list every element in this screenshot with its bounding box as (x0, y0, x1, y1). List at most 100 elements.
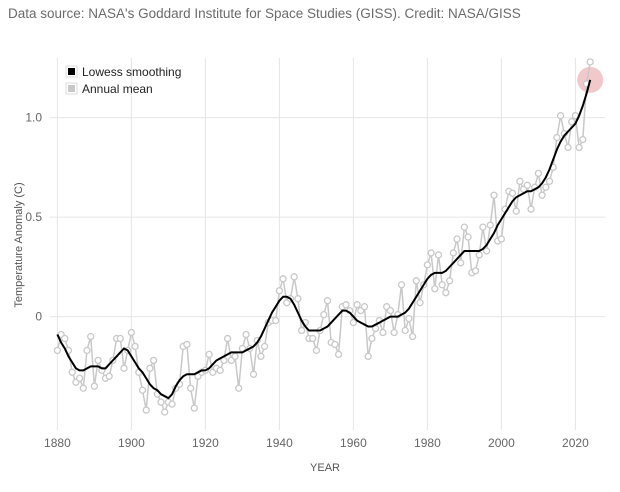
annual-mean-point (512, 207, 520, 215)
annual-mean-point (323, 297, 332, 305)
annual-mean-point (542, 183, 550, 191)
y-tick-label: 0.5 (25, 210, 42, 224)
annual-mean-point (490, 191, 498, 199)
annual-mean-point (87, 332, 95, 341)
annual-mean-series (53, 58, 594, 416)
x-axis-label: YEAR (310, 462, 340, 474)
annual-mean-point (453, 235, 461, 243)
annual-mean-point (138, 386, 147, 394)
x-tick-label: 2000 (488, 436, 515, 450)
annual-mean-point (568, 118, 576, 126)
x-tick-label: 1960 (340, 436, 367, 450)
annual-mean-point (53, 346, 62, 355)
annual-mean-point (161, 408, 169, 416)
x-tick-label: 2020 (562, 436, 589, 450)
annual-mean-point (223, 334, 232, 343)
annual-mean-point (353, 301, 361, 309)
annual-mean-point (397, 281, 406, 289)
data-source-credit: Data source: NASA's Goddard Institute fo… (8, 6, 521, 21)
annual-mean-point (131, 342, 139, 351)
annual-mean-point (390, 328, 398, 337)
annual-mean-point (556, 112, 565, 120)
annual-mean-point (486, 221, 494, 229)
annual-mean-point (186, 384, 195, 392)
annual-mean-point (471, 267, 480, 275)
annual-mean-point (260, 342, 269, 351)
annual-mean-point (579, 135, 587, 144)
annual-mean-point (553, 133, 561, 142)
y-axis-label: Temperature Anomaly (C) (13, 182, 25, 307)
annual-mean-point (479, 223, 487, 231)
annual-mean-point (464, 233, 472, 241)
annual-mean-point (83, 346, 91, 355)
annual-mean-point (168, 400, 176, 408)
annual-mean-point (275, 287, 284, 295)
annual-mean-point (401, 326, 409, 335)
annual-mean-point (586, 58, 594, 66)
annual-mean-point (105, 372, 113, 380)
annual-mean-point (216, 366, 224, 374)
annual-mean-point (120, 364, 128, 372)
annual-mean-point (386, 306, 395, 315)
annual-mean-point (434, 251, 443, 259)
annual-mean-point (235, 384, 243, 392)
lowess-series (56, 79, 592, 400)
annual-mean-point (523, 181, 531, 189)
annual-mean-point (142, 406, 150, 414)
annual-mean-point (575, 143, 583, 152)
annual-mean-point (482, 247, 491, 255)
x-tick-label: 1880 (44, 436, 71, 450)
legend-swatch-lowess (68, 68, 75, 75)
annual-mean-point (290, 273, 298, 281)
annual-mean-point (94, 356, 102, 365)
annual-mean-point (90, 382, 99, 390)
annual-mean-point (431, 285, 439, 293)
annual-mean-point (442, 289, 450, 297)
annual-mean-point (272, 316, 280, 325)
annual-mean-point (564, 143, 572, 152)
gridlines (50, 58, 605, 430)
annual-mean-point (79, 384, 87, 392)
annual-mean-point (508, 189, 517, 197)
lowess-line (56, 79, 592, 400)
legend[interactable]: Lowess smoothing Annual mean (65, 65, 181, 96)
annual-mean-point (205, 350, 213, 359)
annual-mean-point (279, 275, 287, 283)
annual-mean-point (349, 318, 358, 327)
annual-mean-point (61, 334, 69, 343)
x-axis-ticks: 1880 1900 1920 1940 1960 1980 2000 2020 (44, 436, 589, 450)
annual-mean-line (56, 61, 591, 415)
y-tick-label: 1.0 (25, 111, 42, 125)
annual-mean-point (242, 330, 250, 339)
annual-mean-point (257, 352, 265, 361)
x-tick-label: 1940 (266, 436, 293, 450)
annual-mean-point (342, 301, 350, 309)
annual-mean-point (364, 352, 372, 361)
y-axis-ticks: 0 0.5 1.0 (25, 111, 42, 324)
annual-mean-point (538, 191, 546, 199)
annual-mean-point (449, 249, 457, 257)
x-tick-label: 1900 (118, 436, 145, 450)
annual-mean-point (116, 334, 124, 343)
annual-mean-point (190, 404, 198, 412)
annual-mean-point (416, 299, 424, 307)
annual-mean-point (427, 249, 435, 257)
legend-label-lowess: Lowess smoothing (82, 65, 181, 79)
annual-mean-point (405, 314, 413, 323)
annual-mean-point (334, 350, 343, 359)
annual-mean-point (379, 328, 387, 337)
annual-mean-point (457, 259, 465, 267)
annual-mean-point (149, 356, 158, 365)
annual-mean-point (412, 277, 420, 285)
annual-mean-point (183, 340, 191, 349)
annual-mean-point (460, 223, 469, 231)
annual-mean-point (312, 346, 321, 355)
annual-mean-point (157, 398, 165, 406)
annual-mean-point (527, 205, 535, 213)
annual-mean-point (331, 340, 339, 349)
annual-mean-point (545, 177, 554, 185)
annual-mean-point (423, 261, 432, 269)
annual-mean-point (445, 277, 454, 285)
y-tick-label: 0 (35, 310, 42, 324)
